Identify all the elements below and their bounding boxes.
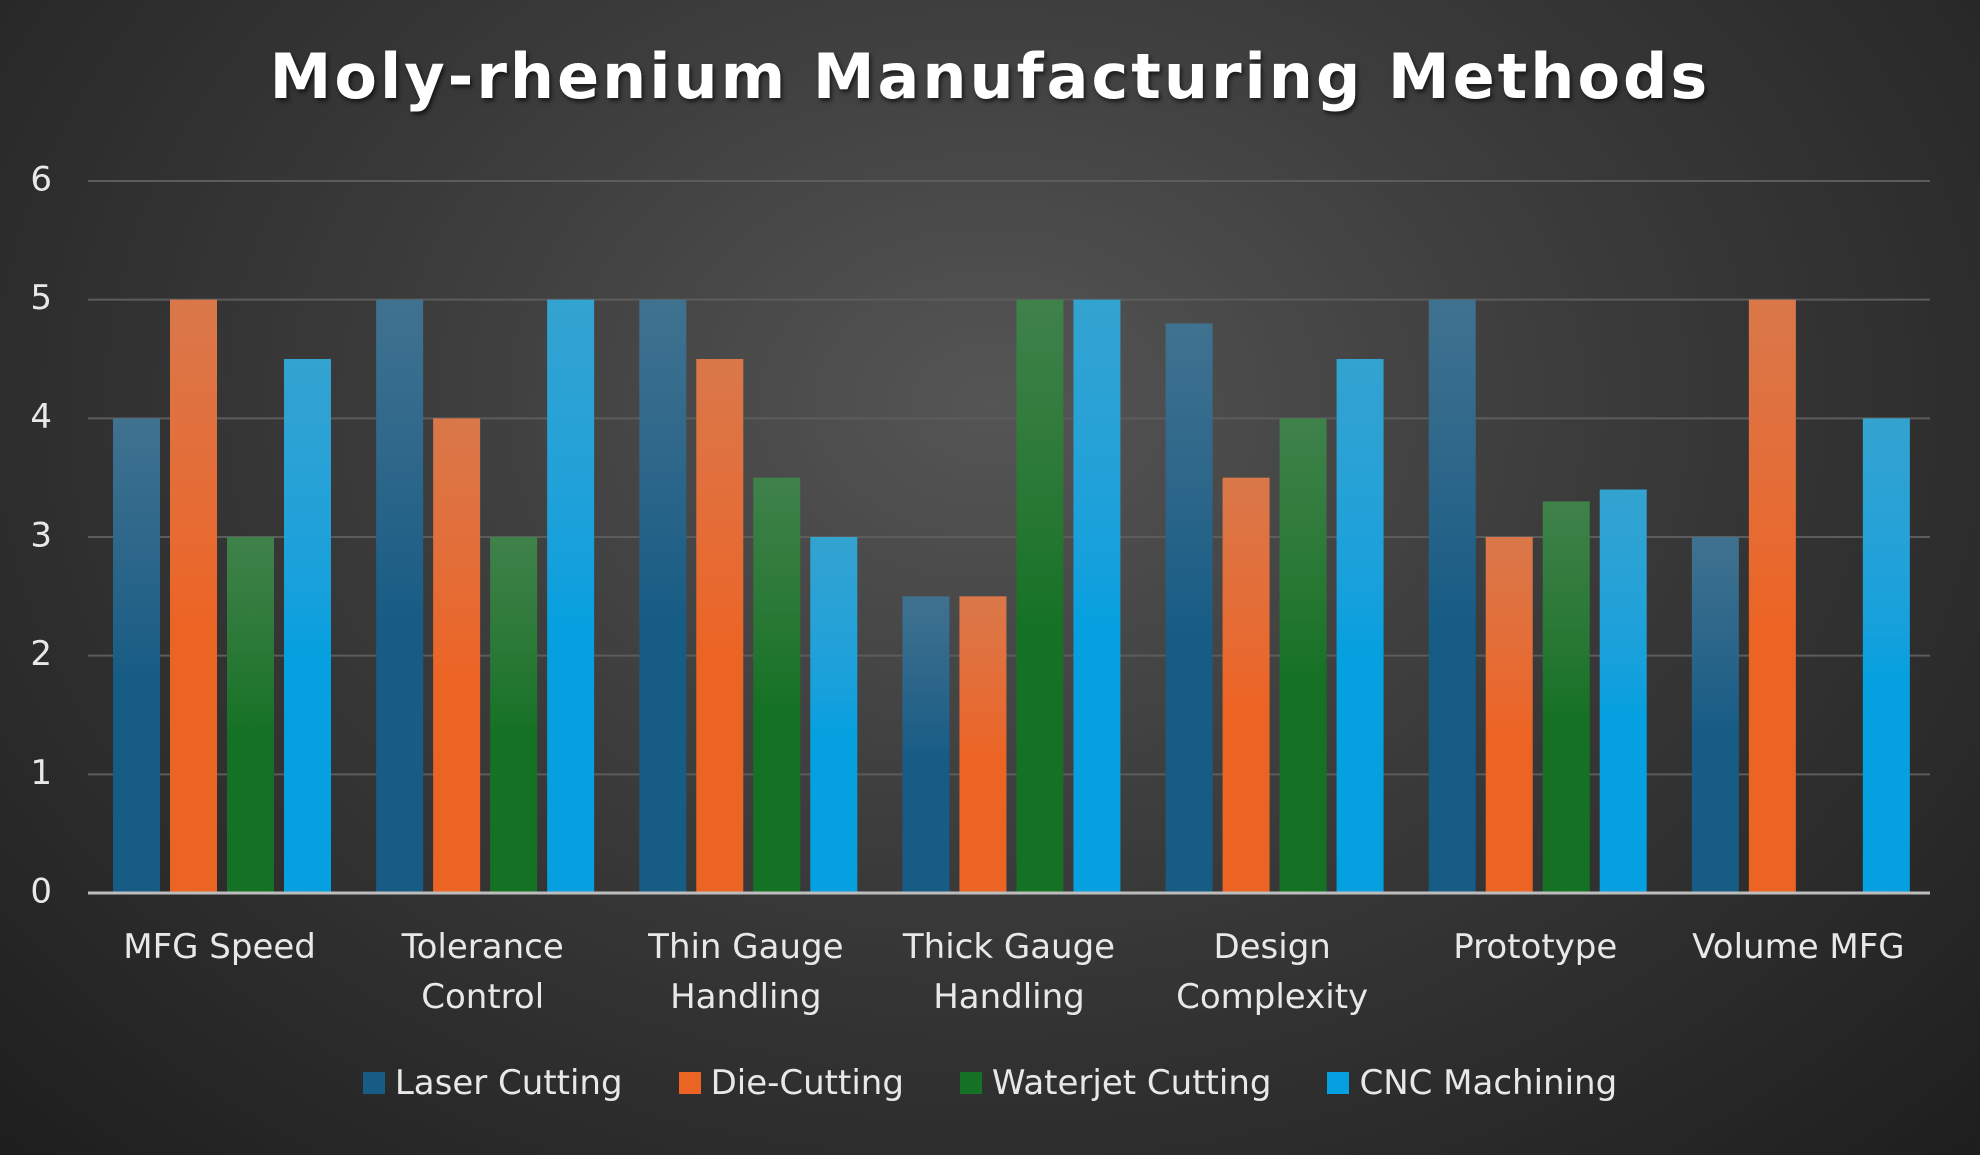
bar [490,537,538,893]
bar [433,418,481,893]
legend-label: Waterjet Cutting [991,1063,1272,1103]
y-tick-label: 1 [30,753,52,793]
legend-item: Waterjet Cutting [959,1063,1272,1103]
bar [1336,359,1384,893]
bar [1485,537,1533,893]
bar [1542,501,1590,893]
bar [1016,299,1064,894]
bar [170,299,217,894]
bar [547,299,595,894]
bar [1599,489,1647,893]
x-tick-label: MFG Speed [123,927,316,967]
legend-swatch [362,1072,385,1094]
bar [1428,299,1476,894]
legend-swatch [1327,1072,1350,1094]
bar [227,537,274,893]
y-tick-label: 6 [30,160,52,200]
legend-label: CNC Machining [1359,1063,1618,1103]
bar [1165,323,1213,893]
y-tick-label: 0 [30,872,52,912]
legend-swatch [678,1072,701,1094]
x-tick-label: Thick Gauge Handling [902,927,1116,1017]
x-tick-label: Volume MFG [1692,927,1905,967]
x-tick-label: Thin Gauge Handling [648,927,844,1017]
bar [113,418,160,893]
legend-label: Laser Cutting [394,1063,623,1103]
bar [1073,299,1121,894]
bar [959,596,1007,893]
x-tick-label: Prototype [1453,927,1618,967]
bar [696,359,744,893]
y-tick-label: 5 [30,278,52,318]
legend-label: Die-Cutting [710,1063,904,1103]
bar [1691,537,1739,893]
bar [753,477,801,893]
bar [1279,418,1327,893]
x-tick-label: Design Complexity [1176,927,1369,1017]
legend-item: Die-Cutting [678,1063,904,1103]
bar [1748,299,1796,894]
bar [1862,418,1910,893]
bar [902,596,950,893]
x-tick-label: Tolerance Control [401,927,564,1017]
bar [1222,477,1270,893]
legend: Laser Cutting Die-Cutting Waterjet Cutting… [0,1063,1980,1103]
legend-swatch [959,1072,982,1094]
bar [284,359,331,893]
legend-item: CNC Machining [1327,1063,1617,1103]
legend-item: Laser Cutting [362,1063,623,1103]
bar [810,537,858,893]
bar [639,299,687,894]
y-tick-label: 3 [30,516,52,556]
bar [376,299,424,894]
y-tick-label: 4 [30,397,52,437]
chart-title: Moly-rhenium Manufacturing Methods [269,40,1711,113]
y-tick-label: 2 [30,634,52,674]
